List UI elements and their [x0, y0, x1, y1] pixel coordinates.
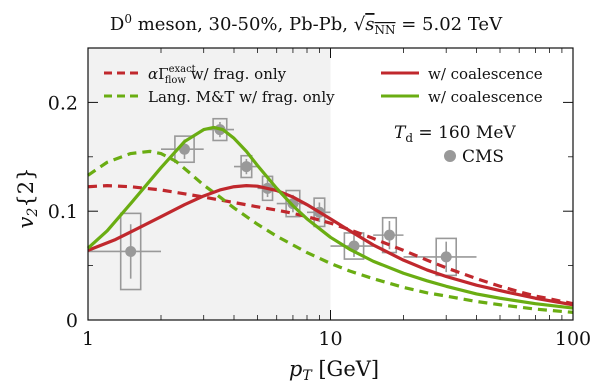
title-species-sup: 0	[124, 12, 132, 26]
cms-point	[373, 216, 404, 254]
series-line-3	[86, 125, 574, 310]
cms-marker	[125, 245, 137, 257]
y-tick-label: 0	[66, 310, 78, 332]
shaded-region	[88, 48, 331, 320]
x-tick-label: 1	[82, 328, 94, 350]
title-s-sub: NN	[375, 23, 396, 37]
y-axis-title: v2{2}	[14, 168, 41, 229]
x-axis-title: pT [GeV]	[289, 357, 379, 383]
legend-label-cms: CMS	[462, 147, 504, 167]
legend-label-green-dashed: Lang. M&T w/ frag. only	[148, 88, 335, 106]
title-s: s	[365, 14, 374, 35]
title-energy: = 5.02 TeV	[396, 14, 504, 35]
temperature-annotation: Td = 160 MeV	[394, 123, 516, 145]
cms-point	[403, 237, 477, 277]
legend-label-green-solid: w/ coalescence	[428, 88, 543, 106]
legend-label-red-dashed: αΓexact flow w/ frag. only	[148, 64, 287, 86]
axis-ticks: 1 10 100 0 0.1 0.2	[48, 48, 591, 350]
series-line-0	[87, 184, 574, 306]
x-tick-label: 100	[555, 328, 591, 350]
y-tick-label: 0.2	[48, 92, 78, 114]
title-sqrt-symbol: √	[354, 14, 366, 35]
series-line-2	[87, 184, 574, 307]
cms-marker	[440, 251, 452, 263]
legend: αΓexact flow w/ frag. only Lang. M&T w/ f…	[104, 64, 543, 167]
series-line-1	[87, 149, 574, 314]
y-tick-label: 0.1	[48, 201, 78, 223]
title-species: D	[110, 14, 124, 35]
x-tick-label: 10	[318, 328, 342, 350]
legend-label-red-solid: w/ coalescence	[428, 65, 543, 83]
cms-point	[233, 154, 258, 179]
model-curves-layer	[86, 125, 574, 314]
cms-marker	[383, 229, 395, 241]
cms-marker	[240, 161, 252, 173]
cms-point	[330, 232, 374, 260]
chart-title: D0 meson, 30-50%, Pb-Pb, √sNN = 5.02 TeV	[110, 12, 503, 37]
title-rest: meson, 30-50%, Pb-Pb,	[132, 14, 354, 35]
legend-marker-cms	[444, 150, 456, 162]
